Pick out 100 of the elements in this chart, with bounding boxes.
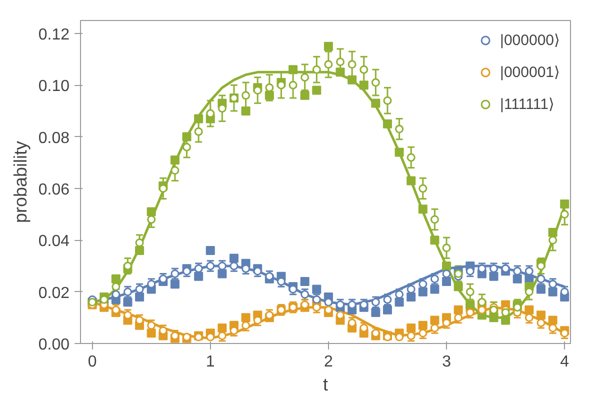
point	[454, 269, 463, 278]
y-tick-label: 0.00	[38, 336, 70, 354]
point	[288, 80, 298, 90]
point	[536, 318, 546, 328]
point	[371, 78, 380, 87]
point	[489, 272, 498, 281]
point	[489, 313, 498, 322]
y-tick-label: 0.08	[38, 130, 70, 147]
point	[536, 310, 546, 320]
point	[371, 298, 380, 306]
point	[560, 210, 569, 219]
x-tick-label: 1	[206, 354, 215, 370]
point	[312, 303, 321, 312]
point	[194, 272, 204, 281]
point	[418, 184, 428, 193]
y-tick-label: 0.04	[38, 233, 70, 250]
point	[135, 246, 144, 255]
point	[194, 127, 203, 136]
point	[548, 236, 558, 244]
point	[548, 316, 558, 325]
point	[300, 276, 310, 286]
point	[206, 246, 215, 255]
point	[348, 75, 357, 84]
point	[395, 290, 404, 299]
point	[406, 332, 416, 340]
point	[218, 332, 226, 340]
point	[312, 86, 322, 95]
y-tick-label: 0.10	[38, 78, 70, 96]
point	[418, 320, 428, 330]
legend-label: |111111⟩	[500, 95, 554, 113]
point	[135, 284, 144, 294]
point	[466, 288, 474, 296]
point	[147, 215, 156, 224]
point	[524, 266, 534, 276]
point	[418, 328, 428, 338]
point	[548, 287, 558, 296]
point	[418, 204, 428, 214]
point	[218, 269, 227, 278]
point	[478, 298, 486, 306]
point	[513, 266, 522, 276]
point	[454, 313, 463, 322]
point	[394, 298, 404, 307]
point	[242, 321, 250, 330]
point	[442, 269, 451, 278]
point	[241, 106, 250, 116]
point	[336, 58, 345, 66]
y-axis-title: probability	[10, 140, 30, 224]
point	[418, 287, 428, 296]
point	[524, 305, 534, 314]
point	[146, 207, 156, 216]
point	[288, 65, 298, 74]
point	[242, 91, 250, 100]
point	[442, 276, 452, 286]
point	[560, 199, 570, 208]
point	[406, 176, 416, 186]
point	[182, 142, 192, 152]
point	[147, 321, 156, 330]
point	[359, 80, 368, 90]
point	[501, 316, 510, 325]
x-axis-title: t	[323, 374, 328, 394]
point	[454, 305, 463, 314]
point	[501, 308, 510, 317]
point	[111, 274, 120, 284]
point	[336, 68, 345, 77]
point	[383, 96, 392, 105]
point	[430, 236, 440, 245]
point	[170, 156, 180, 165]
point	[442, 261, 452, 270]
x-tick-label: 4	[560, 354, 570, 370]
point	[524, 313, 534, 322]
point	[442, 244, 451, 252]
point	[112, 282, 120, 291]
point	[324, 60, 333, 69]
point	[123, 288, 132, 296]
point	[182, 132, 192, 142]
legend-label: |000001⟩	[500, 63, 560, 81]
point	[135, 238, 144, 247]
point	[218, 323, 227, 332]
point	[360, 65, 368, 74]
point	[394, 148, 404, 157]
point	[406, 284, 416, 294]
point	[348, 60, 356, 69]
point	[430, 274, 439, 284]
point	[241, 313, 250, 322]
y-tick-label: 0.12	[38, 26, 70, 44]
point	[382, 119, 392, 128]
point	[395, 124, 404, 134]
point	[490, 306, 498, 314]
x-tick-label: 3	[442, 354, 452, 370]
legend-label: |000000⟩	[500, 31, 560, 49]
point	[512, 274, 522, 284]
point	[135, 292, 144, 302]
point	[312, 65, 321, 74]
point	[170, 269, 180, 278]
point	[300, 73, 310, 82]
point	[265, 83, 274, 92]
x-tick-label: 0	[88, 354, 97, 370]
point	[371, 98, 380, 108]
point	[170, 166, 180, 175]
point	[406, 292, 416, 302]
